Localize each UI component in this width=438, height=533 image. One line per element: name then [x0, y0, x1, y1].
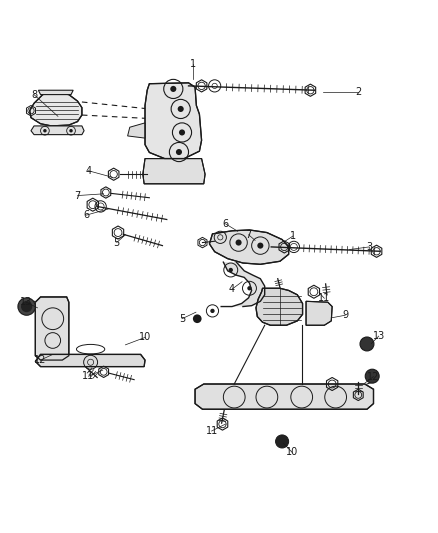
- Polygon shape: [35, 354, 145, 367]
- Text: 5: 5: [179, 314, 185, 324]
- Circle shape: [236, 239, 242, 246]
- Text: 1: 1: [290, 231, 296, 241]
- Circle shape: [43, 129, 47, 133]
- Text: 11: 11: [205, 426, 218, 436]
- Text: 3: 3: [366, 242, 372, 252]
- Circle shape: [176, 149, 182, 155]
- Polygon shape: [209, 230, 289, 264]
- Text: 4: 4: [229, 284, 235, 294]
- Circle shape: [210, 309, 215, 313]
- Polygon shape: [195, 384, 374, 409]
- Text: 9: 9: [342, 310, 348, 320]
- Polygon shape: [256, 288, 303, 325]
- Text: 7: 7: [74, 191, 81, 200]
- Text: 10: 10: [286, 447, 298, 457]
- Text: 10: 10: [139, 333, 151, 342]
- Polygon shape: [145, 83, 201, 158]
- Text: 12: 12: [367, 372, 380, 382]
- Circle shape: [21, 301, 32, 312]
- Circle shape: [193, 314, 201, 323]
- Text: 1: 1: [190, 59, 196, 69]
- Text: 13: 13: [373, 331, 385, 341]
- Circle shape: [229, 268, 233, 272]
- Polygon shape: [39, 90, 73, 94]
- Circle shape: [365, 369, 379, 383]
- Circle shape: [178, 106, 184, 112]
- Text: 8: 8: [31, 90, 37, 100]
- Text: 5: 5: [113, 238, 120, 247]
- Polygon shape: [306, 301, 332, 325]
- Polygon shape: [31, 126, 84, 135]
- Circle shape: [18, 298, 35, 315]
- Text: 7: 7: [245, 230, 252, 240]
- Text: 12: 12: [34, 355, 47, 365]
- Circle shape: [179, 130, 185, 135]
- Text: 11: 11: [82, 371, 95, 381]
- Text: 4: 4: [85, 166, 92, 176]
- Text: 6: 6: [223, 219, 229, 229]
- Circle shape: [170, 86, 177, 92]
- Circle shape: [276, 435, 289, 448]
- Text: 2: 2: [355, 87, 361, 98]
- Polygon shape: [127, 123, 145, 138]
- Circle shape: [247, 286, 252, 290]
- Circle shape: [69, 129, 73, 133]
- Polygon shape: [221, 262, 265, 306]
- Text: 6: 6: [83, 210, 89, 220]
- Polygon shape: [30, 301, 35, 311]
- Text: 13: 13: [20, 297, 32, 307]
- Circle shape: [360, 337, 374, 351]
- Circle shape: [257, 243, 263, 249]
- Text: 11: 11: [318, 293, 330, 303]
- Polygon shape: [35, 297, 69, 360]
- Polygon shape: [30, 92, 82, 126]
- Polygon shape: [143, 158, 205, 184]
